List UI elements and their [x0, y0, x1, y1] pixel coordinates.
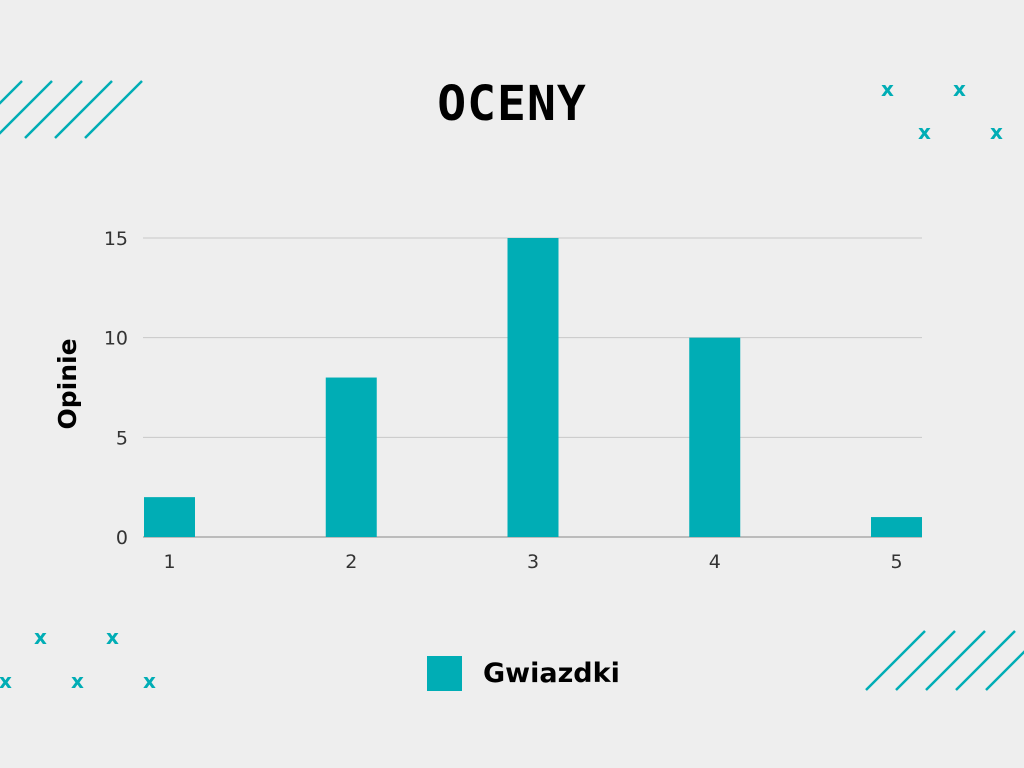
diagonal-stripes-top-left [0, 80, 143, 139]
x-mark: x [71, 669, 84, 693]
bar [144, 497, 195, 537]
legend-label: Gwiazdki [483, 657, 620, 689]
legend-swatch [427, 655, 462, 691]
x-tick-label: 2 [345, 551, 357, 573]
x-mark: x [143, 669, 156, 693]
x-tick-label: 3 [527, 551, 539, 573]
x-mark: x [881, 77, 894, 101]
x-mark: x [0, 669, 12, 693]
y-tick-label: 5 [116, 427, 128, 449]
y-axis-ticks: 0 5 10 15 [104, 228, 128, 549]
x-mark: x [34, 625, 47, 649]
x-marks-bottom-left: x x x x x [0, 625, 156, 693]
x-tick-label: 4 [709, 551, 721, 573]
x-tick-label: 1 [163, 551, 175, 573]
bars [144, 238, 922, 537]
x-mark: x [990, 120, 1003, 144]
y-tick-label: 15 [104, 228, 128, 250]
x-mark: x [918, 120, 931, 144]
bar [325, 377, 377, 537]
y-tick-label: 10 [104, 328, 128, 350]
x-marks-top-right: x x x x [881, 77, 1003, 144]
x-axis-ticks: 1 2 3 4 5 [163, 551, 902, 573]
bar [507, 238, 559, 537]
diagonal-stripes-bottom-right [865, 630, 1024, 691]
bar [871, 517, 922, 537]
x-mark: x [106, 625, 119, 649]
chart-title: OCENY [437, 76, 587, 132]
y-tick-label: 0 [116, 527, 128, 549]
legend: Gwiazdki [427, 655, 620, 691]
x-mark: x [953, 77, 966, 101]
y-axis-label: Opinie [53, 338, 82, 429]
x-tick-label: 5 [890, 551, 902, 573]
bar [689, 337, 741, 537]
